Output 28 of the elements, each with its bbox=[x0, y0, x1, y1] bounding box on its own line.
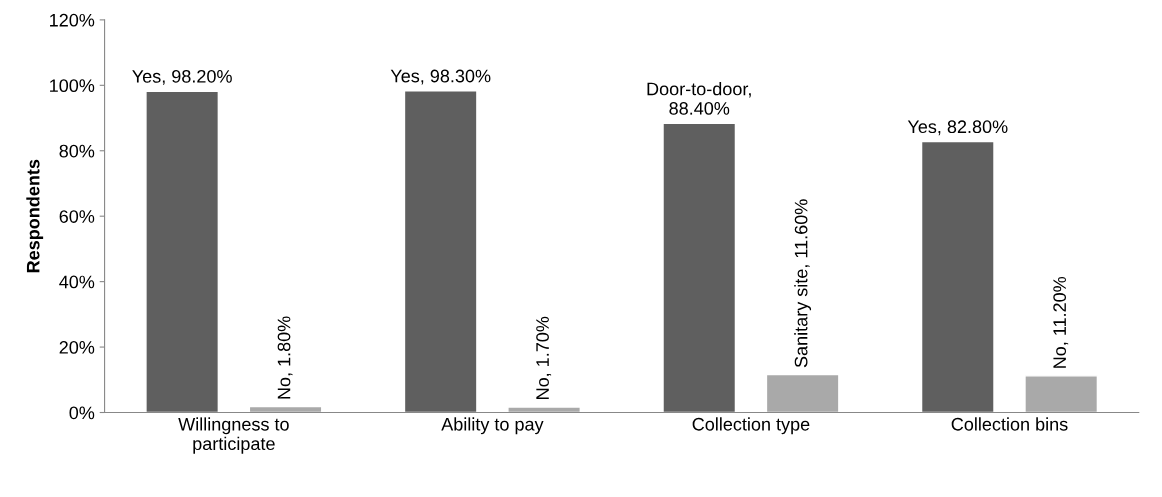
data-label: Door-to-door, 88.40% bbox=[647, 82, 751, 115]
data-label: Yes, 98.20% bbox=[132, 69, 232, 85]
data-label: Yes, 98.30% bbox=[390, 69, 491, 85]
y-axis-title: Respondents bbox=[26, 159, 44, 273]
data-label: Sanitary site, 11.60% bbox=[794, 199, 812, 368]
data-label: No, 11.20% bbox=[1053, 276, 1069, 368]
bar bbox=[507, 406, 581, 413]
data-label: No, 1.70% bbox=[536, 316, 552, 399]
y-tick-label: 60% bbox=[59, 210, 95, 223]
x-tick-label: Collection type bbox=[692, 417, 810, 435]
x-tick-label: Ability to pay bbox=[441, 417, 544, 435]
y-tick-label: 40% bbox=[59, 275, 95, 289]
data-label: Yes, 82.80% bbox=[907, 120, 1008, 136]
bar bbox=[920, 140, 995, 413]
x-tick-label: Collection bins bbox=[951, 417, 1068, 431]
y-tick-label: 100% bbox=[50, 79, 95, 93]
bar bbox=[1024, 375, 1099, 413]
bar bbox=[248, 405, 323, 413]
y-tick-label: 20% bbox=[59, 341, 95, 354]
bar bbox=[765, 373, 840, 413]
data-label: No, 1.80% bbox=[277, 316, 293, 399]
x-tick-label: Willingness to participate bbox=[178, 417, 289, 454]
y-tick-label: 0% bbox=[69, 406, 95, 420]
y-tick-label: 120% bbox=[50, 13, 95, 27]
y-tick-label: 80% bbox=[59, 144, 95, 158]
bar bbox=[145, 90, 220, 413]
bar bbox=[403, 90, 478, 413]
bar bbox=[662, 122, 737, 413]
